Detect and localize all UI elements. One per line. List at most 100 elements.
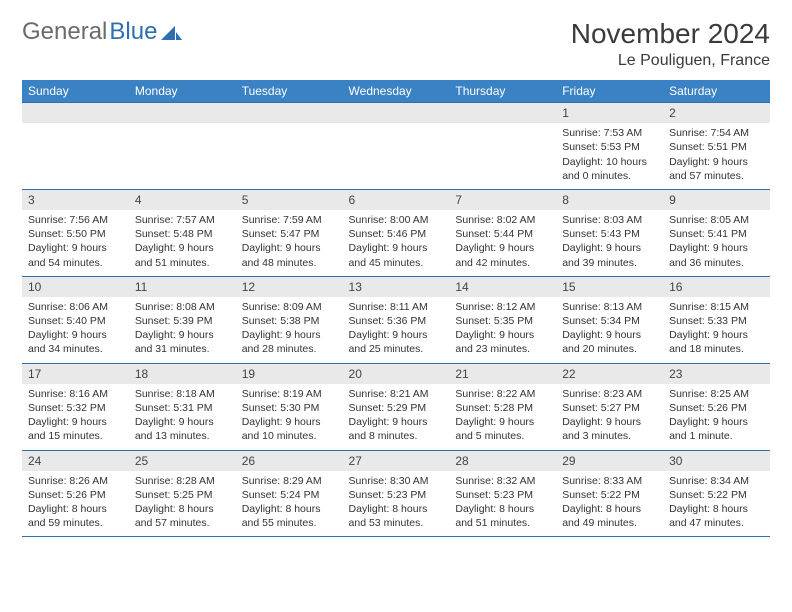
calendar-cell: 15Sunrise: 8:13 AMSunset: 5:34 PMDayligh…: [556, 276, 663, 363]
sunrise-text: Sunrise: 8:28 AM: [135, 474, 230, 488]
day-details: Sunrise: 8:33 AMSunset: 5:22 PMDaylight:…: [556, 471, 663, 537]
daylight-text: Daylight: 9 hours and 20 minutes.: [562, 328, 657, 356]
calendar-cell: 28Sunrise: 8:32 AMSunset: 5:23 PMDayligh…: [449, 450, 556, 537]
day-number: 13: [343, 277, 450, 297]
weekday-header: Sunday: [22, 80, 129, 103]
brand-sail-icon: [161, 23, 183, 41]
calendar-week-row: 3Sunrise: 7:56 AMSunset: 5:50 PMDaylight…: [22, 189, 770, 276]
brand-logo: GeneralBlue: [22, 18, 183, 46]
sunrise-text: Sunrise: 8:25 AM: [669, 387, 764, 401]
sunset-text: Sunset: 5:30 PM: [242, 401, 337, 415]
daylight-text: Daylight: 8 hours and 53 minutes.: [349, 502, 444, 530]
calendar-cell: 27Sunrise: 8:30 AMSunset: 5:23 PMDayligh…: [343, 450, 450, 537]
sunrise-text: Sunrise: 7:57 AM: [135, 213, 230, 227]
day-number: 5: [236, 190, 343, 210]
sunset-text: Sunset: 5:53 PM: [562, 140, 657, 154]
calendar-cell: 26Sunrise: 8:29 AMSunset: 5:24 PMDayligh…: [236, 450, 343, 537]
calendar-cell: 24Sunrise: 8:26 AMSunset: 5:26 PMDayligh…: [22, 450, 129, 537]
day-number: 3: [22, 190, 129, 210]
location-label: Le Pouliguen, France: [571, 52, 770, 70]
sunrise-text: Sunrise: 8:23 AM: [562, 387, 657, 401]
daylight-text: Daylight: 9 hours and 25 minutes.: [349, 328, 444, 356]
day-number: 6: [343, 190, 450, 210]
calendar-cell: [236, 103, 343, 190]
day-details: Sunrise: 8:05 AMSunset: 5:41 PMDaylight:…: [663, 210, 770, 276]
day-details: Sunrise: 8:15 AMSunset: 5:33 PMDaylight:…: [663, 297, 770, 363]
day-details: Sunrise: 8:12 AMSunset: 5:35 PMDaylight:…: [449, 297, 556, 363]
daylight-text: Daylight: 9 hours and 5 minutes.: [455, 415, 550, 443]
day-number: 8: [556, 190, 663, 210]
calendar-week-row: 24Sunrise: 8:26 AMSunset: 5:26 PMDayligh…: [22, 450, 770, 537]
day-number: 29: [556, 451, 663, 471]
sunrise-text: Sunrise: 8:06 AM: [28, 300, 123, 314]
day-details: Sunrise: 8:29 AMSunset: 5:24 PMDaylight:…: [236, 471, 343, 537]
weekday-header: Thursday: [449, 80, 556, 103]
daylight-text: Daylight: 9 hours and 54 minutes.: [28, 241, 123, 269]
daylight-text: Daylight: 9 hours and 15 minutes.: [28, 415, 123, 443]
calendar-cell: 7Sunrise: 8:02 AMSunset: 5:44 PMDaylight…: [449, 189, 556, 276]
sunrise-text: Sunrise: 8:09 AM: [242, 300, 337, 314]
day-number: 26: [236, 451, 343, 471]
day-details: Sunrise: 8:32 AMSunset: 5:23 PMDaylight:…: [449, 471, 556, 537]
calendar-cell: 2Sunrise: 7:54 AMSunset: 5:51 PMDaylight…: [663, 103, 770, 190]
sunrise-text: Sunrise: 8:34 AM: [669, 474, 764, 488]
calendar-cell: 5Sunrise: 7:59 AMSunset: 5:47 PMDaylight…: [236, 189, 343, 276]
daylight-text: Daylight: 9 hours and 23 minutes.: [455, 328, 550, 356]
day-number: 17: [22, 364, 129, 384]
calendar-cell: 12Sunrise: 8:09 AMSunset: 5:38 PMDayligh…: [236, 276, 343, 363]
day-details: Sunrise: 7:54 AMSunset: 5:51 PMDaylight:…: [663, 123, 770, 189]
sunrise-text: Sunrise: 7:54 AM: [669, 126, 764, 140]
sunrise-text: Sunrise: 8:18 AM: [135, 387, 230, 401]
day-details: Sunrise: 7:56 AMSunset: 5:50 PMDaylight:…: [22, 210, 129, 276]
sunset-text: Sunset: 5:22 PM: [562, 488, 657, 502]
day-number: 19: [236, 364, 343, 384]
weekday-header: Tuesday: [236, 80, 343, 103]
daylight-text: Daylight: 9 hours and 45 minutes.: [349, 241, 444, 269]
sunset-text: Sunset: 5:32 PM: [28, 401, 123, 415]
calendar-cell: 3Sunrise: 7:56 AMSunset: 5:50 PMDaylight…: [22, 189, 129, 276]
calendar-cell: 14Sunrise: 8:12 AMSunset: 5:35 PMDayligh…: [449, 276, 556, 363]
sunset-text: Sunset: 5:50 PM: [28, 227, 123, 241]
day-number: 25: [129, 451, 236, 471]
calendar-cell: 11Sunrise: 8:08 AMSunset: 5:39 PMDayligh…: [129, 276, 236, 363]
weekday-header: Monday: [129, 80, 236, 103]
day-number: 24: [22, 451, 129, 471]
day-details: Sunrise: 8:16 AMSunset: 5:32 PMDaylight:…: [22, 384, 129, 450]
day-number: 16: [663, 277, 770, 297]
sunset-text: Sunset: 5:46 PM: [349, 227, 444, 241]
day-details: Sunrise: 8:26 AMSunset: 5:26 PMDaylight:…: [22, 471, 129, 537]
day-details: Sunrise: 8:34 AMSunset: 5:22 PMDaylight:…: [663, 471, 770, 537]
daylight-text: Daylight: 8 hours and 55 minutes.: [242, 502, 337, 530]
calendar-cell: 30Sunrise: 8:34 AMSunset: 5:22 PMDayligh…: [663, 450, 770, 537]
daylight-text: Daylight: 9 hours and 3 minutes.: [562, 415, 657, 443]
header-bar: GeneralBlue November 2024 Le Pouliguen, …: [22, 18, 770, 70]
day-number: 23: [663, 364, 770, 384]
daylight-text: Daylight: 10 hours and 0 minutes.: [562, 155, 657, 183]
sunset-text: Sunset: 5:44 PM: [455, 227, 550, 241]
sunset-text: Sunset: 5:41 PM: [669, 227, 764, 241]
day-number: 18: [129, 364, 236, 384]
calendar-cell: 20Sunrise: 8:21 AMSunset: 5:29 PMDayligh…: [343, 363, 450, 450]
daylight-text: Daylight: 9 hours and 18 minutes.: [669, 328, 764, 356]
calendar-cell: 1Sunrise: 7:53 AMSunset: 5:53 PMDaylight…: [556, 103, 663, 190]
sunset-text: Sunset: 5:25 PM: [135, 488, 230, 502]
day-number: 7: [449, 190, 556, 210]
day-number: 10: [22, 277, 129, 297]
daylight-text: Daylight: 9 hours and 13 minutes.: [135, 415, 230, 443]
calendar-cell: [129, 103, 236, 190]
weekday-row: Sunday Monday Tuesday Wednesday Thursday…: [22, 80, 770, 103]
month-title: November 2024: [571, 18, 770, 50]
day-number: 22: [556, 364, 663, 384]
daylight-text: Daylight: 9 hours and 28 minutes.: [242, 328, 337, 356]
daylight-text: Daylight: 8 hours and 59 minutes.: [28, 502, 123, 530]
day-number: 15: [556, 277, 663, 297]
day-details: Sunrise: 8:03 AMSunset: 5:43 PMDaylight:…: [556, 210, 663, 276]
calendar-cell: 4Sunrise: 7:57 AMSunset: 5:48 PMDaylight…: [129, 189, 236, 276]
calendar-table: Sunday Monday Tuesday Wednesday Thursday…: [22, 80, 770, 537]
calendar-cell: [449, 103, 556, 190]
daylight-text: Daylight: 9 hours and 36 minutes.: [669, 241, 764, 269]
calendar-cell: 10Sunrise: 8:06 AMSunset: 5:40 PMDayligh…: [22, 276, 129, 363]
sunrise-text: Sunrise: 8:13 AM: [562, 300, 657, 314]
sunset-text: Sunset: 5:22 PM: [669, 488, 764, 502]
sunrise-text: Sunrise: 7:56 AM: [28, 213, 123, 227]
